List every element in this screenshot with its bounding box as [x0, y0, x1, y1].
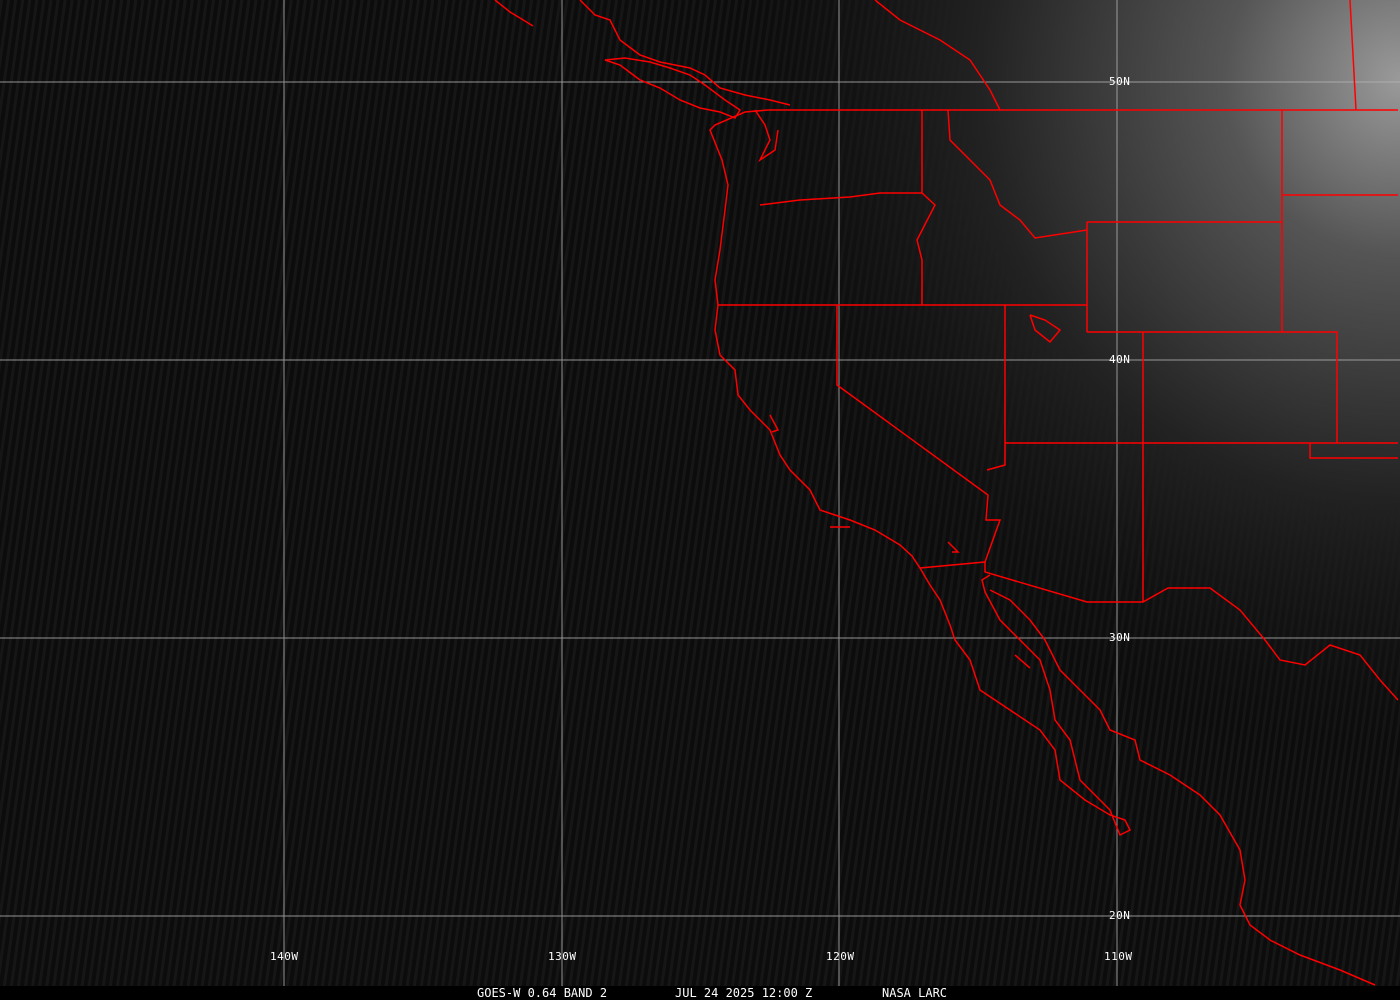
ne-border [1282, 331, 1338, 443]
caption-datetime: JUL 24 2025 12:00 Z [675, 986, 813, 1000]
lon-label-140w: 140W [270, 950, 299, 963]
lake-tahoe [769, 414, 780, 433]
puget-sound [754, 109, 779, 163]
wyoming [1087, 221, 1283, 333]
canada-province-line [874, 0, 1001, 111]
lat-label-20n: 20N [1109, 909, 1131, 922]
salton-sea [947, 541, 960, 553]
gulf-islands [1014, 654, 1031, 669]
sask-manitoba-line [1349, 0, 1357, 111]
lon-label-120w: 120W [826, 950, 855, 963]
vancouver-island [604, 57, 742, 119]
coastline-mexico [989, 589, 1376, 986]
lat-label-30n: 30N [1109, 631, 1131, 644]
lat-label-50n: 50N [1109, 75, 1131, 88]
us-mexico-border [919, 561, 1399, 701]
lon-label-130w: 130W [548, 950, 577, 963]
lat-label-40n: 40N [1109, 353, 1131, 366]
nv-ut-border [986, 305, 1006, 471]
lon-label-110w: 110W [1104, 950, 1133, 963]
coastline-canada-north [494, 0, 534, 27]
caption-satellite: GOES-W 0.64 BAND 2 [477, 986, 608, 1000]
nm-tx-border [1309, 443, 1398, 459]
caption-source: NASA LARC [882, 986, 948, 1000]
borders [494, 0, 1399, 986]
ca-nv-border [836, 305, 1002, 563]
id-mt-border [947, 109, 1088, 239]
image-caption-bar: GOES-W 0.64 BAND 2 JUL 24 2025 12:00 Z N… [0, 986, 1400, 1000]
coastline-us-west [709, 109, 1132, 837]
coastline-bc [579, 0, 791, 106]
great-salt-lake [1029, 314, 1062, 344]
